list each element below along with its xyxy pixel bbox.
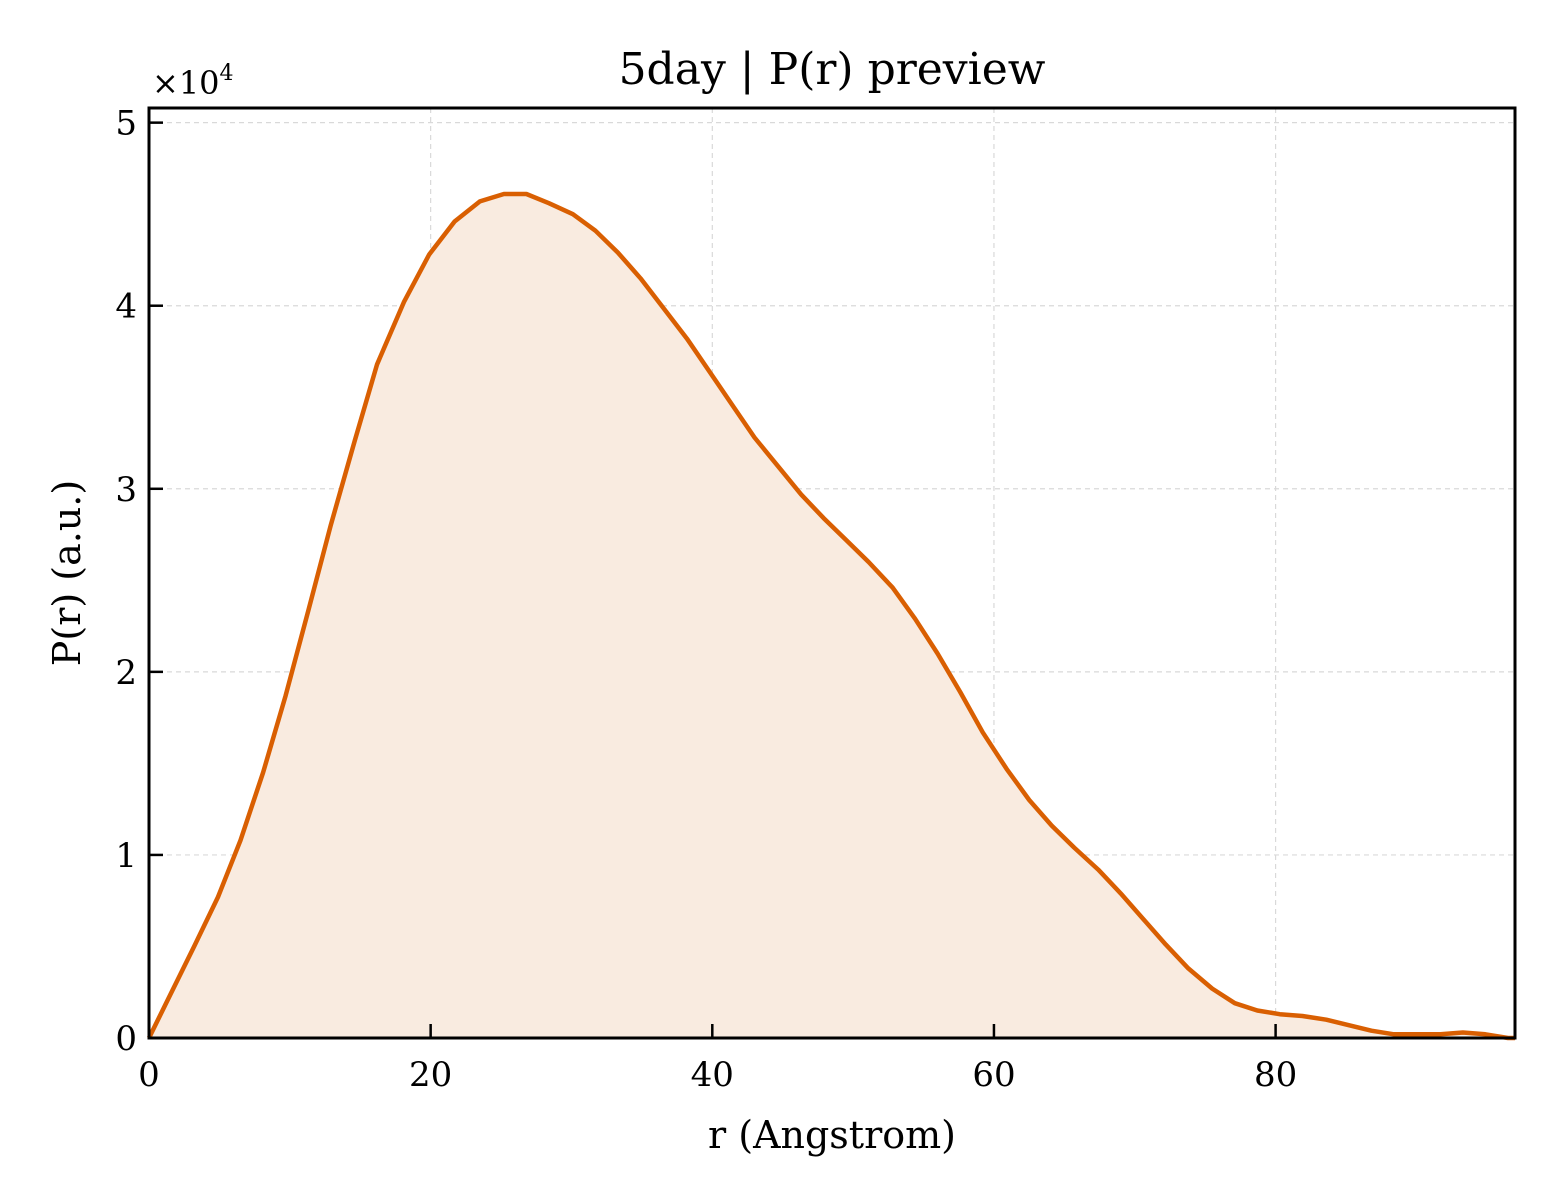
y-tick-label: 1 xyxy=(115,836,137,876)
y-multiplier-exponent: 4 xyxy=(220,61,234,86)
x-tick-label: 40 xyxy=(691,1055,734,1095)
x-tick-label: 0 xyxy=(138,1055,160,1095)
y-tick-label: 5 xyxy=(115,104,137,144)
area-fill xyxy=(149,194,1515,1038)
x-tick-label: 20 xyxy=(409,1055,452,1095)
chart-title: 5day | P(r) preview xyxy=(619,44,1046,95)
x-tick-label: 60 xyxy=(972,1055,1015,1095)
x-tick-label: 80 xyxy=(1254,1055,1297,1095)
y-multiplier: ×104 xyxy=(152,61,234,102)
y-multiplier-base: ×10 xyxy=(152,64,220,102)
y-tick-label: 2 xyxy=(115,653,137,693)
axis-ticks: 0 20 40 60 80 0 1 2 3 4 5 xyxy=(115,104,1297,1095)
y-tick-label: 0 xyxy=(115,1019,137,1059)
y-tick-label: 3 xyxy=(115,470,137,510)
x-axis-label: r (Angstrom) xyxy=(708,1113,956,1157)
y-tick-label: 4 xyxy=(115,287,137,327)
series-line xyxy=(146,191,1515,1041)
plot-frame xyxy=(147,106,1517,1040)
y-axis-label: P(r) (a.u.) xyxy=(45,480,89,666)
